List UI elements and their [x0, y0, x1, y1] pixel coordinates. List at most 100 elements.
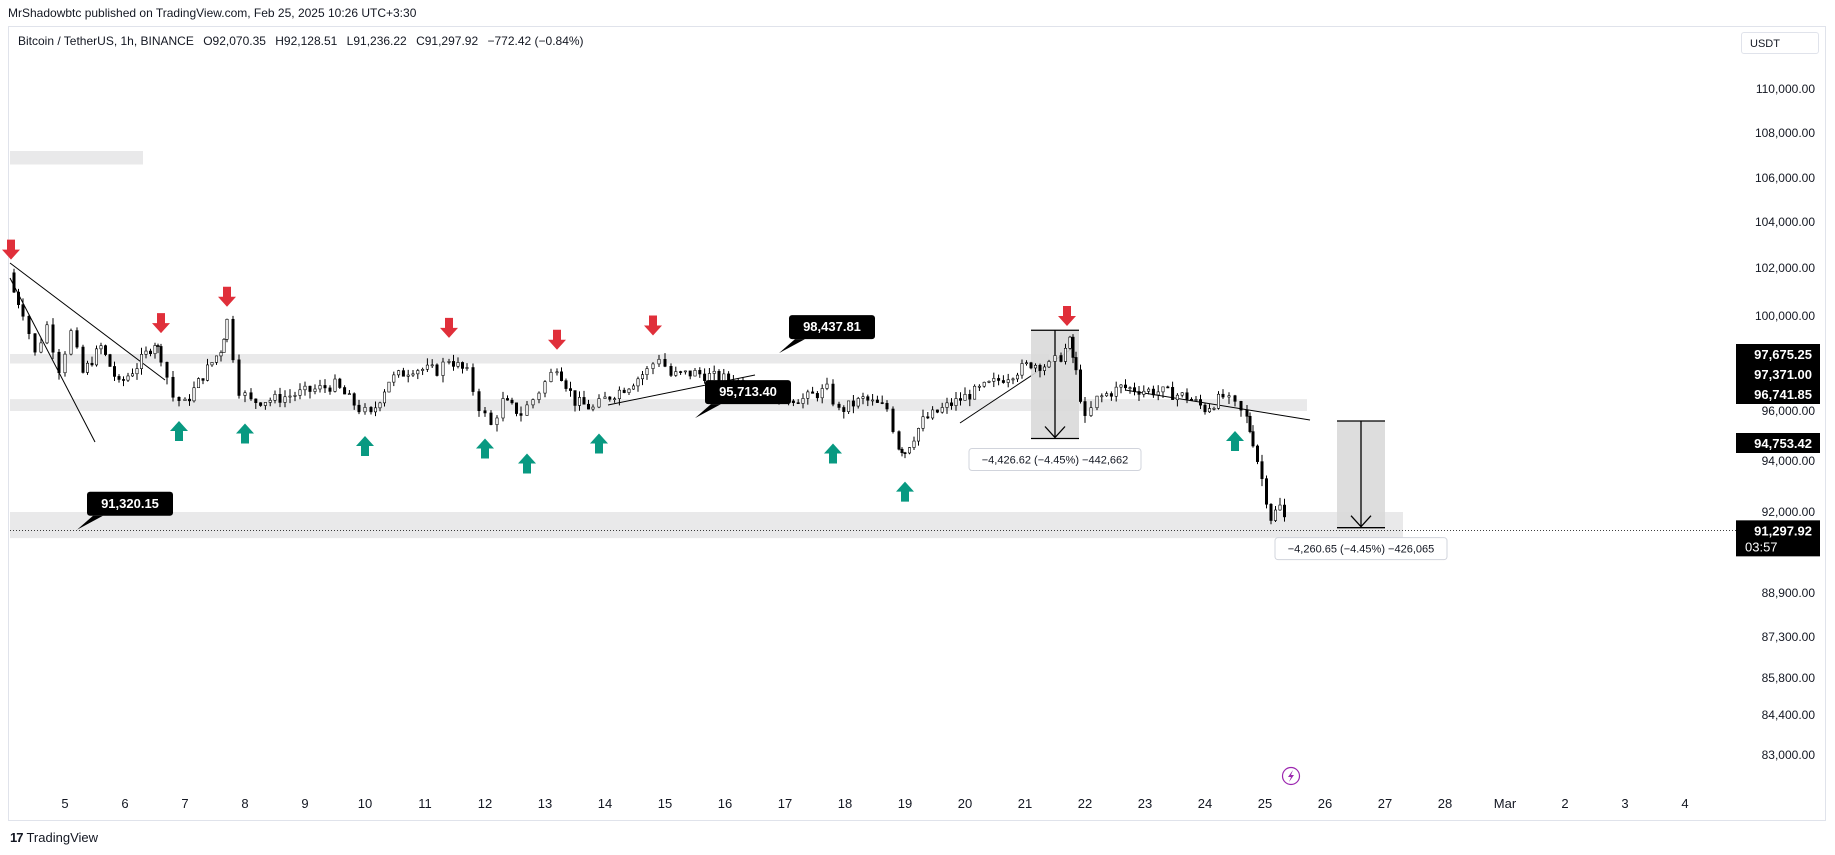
up-arrow-icon[interactable]	[476, 438, 494, 459]
time-tick-label: 13	[538, 796, 552, 811]
candle-body	[1020, 363, 1024, 376]
candle-body	[977, 385, 981, 388]
ohlc-change: −772.42 (−0.84%)	[487, 34, 584, 48]
candle-body	[1269, 503, 1273, 521]
zone-0[interactable]	[10, 354, 1049, 364]
candle-body	[582, 397, 586, 405]
candle-body	[201, 378, 205, 381]
candle-body	[219, 352, 223, 357]
down-arrow-icon[interactable]	[218, 286, 236, 307]
up-arrow-icon[interactable]	[170, 421, 188, 441]
price-tick-label: 106,000.00	[1755, 171, 1815, 185]
wedge-line-1[interactable]	[607, 374, 756, 406]
down-arrow-icon[interactable]	[152, 313, 170, 334]
candle-body	[987, 381, 991, 383]
up-arrow-icon[interactable]	[1226, 431, 1244, 451]
candle-body	[591, 406, 595, 410]
price-badge	[1736, 344, 1820, 364]
candle-body	[90, 362, 94, 366]
candle-body	[197, 378, 201, 389]
candle-body	[401, 370, 405, 377]
currency-selector[interactable]: USDT	[1741, 32, 1819, 54]
candle-body	[1217, 393, 1221, 409]
zone-3[interactable]	[10, 151, 143, 165]
candle-body	[378, 402, 382, 409]
candle-body	[1142, 390, 1146, 395]
candle-body	[622, 389, 626, 393]
candle-body	[573, 390, 577, 406]
candle-body	[313, 388, 317, 392]
candle-body	[363, 407, 367, 413]
lightning-icon[interactable]	[1281, 766, 1301, 786]
candle-body	[717, 370, 721, 382]
candle-body	[451, 361, 455, 367]
zone-2[interactable]	[10, 512, 1403, 539]
price-note-2[interactable]	[87, 491, 173, 516]
candle-body	[1124, 384, 1128, 389]
zone-1[interactable]	[10, 399, 1307, 411]
up-arrow-icon[interactable]	[356, 436, 374, 456]
candle-body	[1015, 374, 1019, 380]
candle-body	[117, 376, 121, 380]
candle-body	[636, 378, 640, 387]
up-arrow-icon[interactable]	[896, 481, 914, 502]
price-note-1[interactable]	[705, 380, 791, 405]
price-tick-label: 88,900.00	[1762, 586, 1816, 600]
candle-body	[1074, 357, 1078, 371]
candle-body	[1161, 386, 1165, 393]
candle-body	[825, 383, 829, 389]
candle-body	[531, 399, 535, 406]
candle-body	[1011, 378, 1015, 381]
down-arrow-icon[interactable]	[644, 315, 662, 336]
up-arrow-icon[interactable]	[236, 423, 254, 444]
up-arrow-icon[interactable]	[518, 453, 536, 474]
price-tick-label: 108,000.00	[1755, 126, 1815, 140]
price-note-0[interactable]	[789, 315, 875, 340]
candle-body	[343, 387, 347, 395]
candle-body	[891, 408, 895, 432]
candle-body	[847, 400, 851, 412]
down-arrow-icon[interactable]	[440, 317, 458, 338]
up-arrow-icon[interactable]	[824, 443, 842, 464]
candle-body	[811, 391, 815, 394]
chart-frame	[8, 26, 1826, 821]
candle-body	[373, 407, 377, 413]
candle-body	[489, 412, 493, 425]
time-tick-label: 3	[1621, 796, 1628, 811]
up-arrow-icon[interactable]	[590, 433, 608, 454]
down-arrow-icon[interactable]	[1058, 306, 1076, 326]
down-arrow-icon[interactable]	[2, 239, 20, 260]
candle-body	[514, 402, 518, 414]
time-tick-label: 25	[1258, 796, 1272, 811]
measure-label: −4,426.62 (−4.45%) −442,662	[982, 455, 1128, 467]
candle-body	[1260, 461, 1264, 479]
candle-body	[815, 393, 819, 399]
tradingview-brand[interactable]: 17 TradingView	[10, 830, 98, 845]
candle-body	[501, 398, 505, 419]
candle-body	[931, 409, 935, 419]
candle-body	[871, 399, 875, 402]
time-tick-label: 15	[658, 796, 672, 811]
down-arrow-icon[interactable]	[548, 329, 566, 350]
time-tick-label: 2	[1561, 796, 1568, 811]
price-tick-label: 102,000.00	[1755, 261, 1815, 275]
symbol-name[interactable]: Bitcoin / TetherUS, 1h, BINANCE	[18, 34, 194, 48]
channel-upper-line[interactable]	[9, 262, 166, 381]
price-badge-text: 97,371.00	[1754, 367, 1812, 382]
candle-body	[1194, 399, 1198, 401]
candle-body	[63, 353, 67, 374]
candle-body	[912, 440, 916, 448]
candle-body	[57, 351, 61, 374]
price-tick-label: 84,400.00	[1762, 708, 1816, 722]
price-notes: 98,437.81 95,713.40 91,320.15	[77, 315, 875, 530]
candle-body	[820, 388, 824, 399]
candle-body	[303, 385, 307, 391]
candle-body	[935, 409, 939, 413]
candle-body	[1089, 407, 1093, 416]
candle-body	[144, 350, 148, 355]
candle-body	[51, 324, 55, 353]
candle-body	[33, 333, 37, 353]
candle-body	[471, 367, 475, 392]
candle-body	[1185, 392, 1189, 400]
